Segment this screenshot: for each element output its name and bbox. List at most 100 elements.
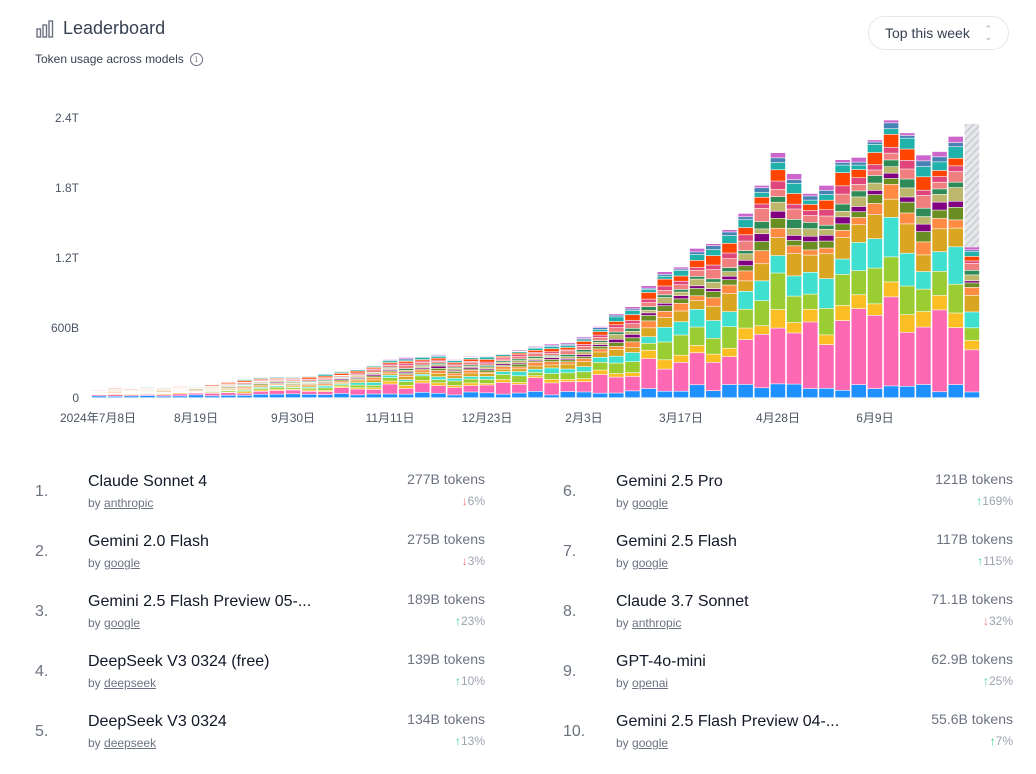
bar-week[interactable] bbox=[528, 346, 543, 398]
bar-segment bbox=[625, 331, 640, 335]
bar-segment bbox=[512, 393, 527, 398]
bar-week[interactable] bbox=[366, 365, 382, 398]
bar-week[interactable] bbox=[204, 385, 220, 398]
period-select[interactable]: Top this week ⌃ ⌄ bbox=[868, 16, 1009, 50]
leaderboard-row[interactable]: 1. Claude Sonnet 4 by anthropic 277B tokens… bbox=[35, 465, 485, 515]
leaderboard-row[interactable]: 5. DeepSeek V3 0324 by deepseek 134B tokens… bbox=[35, 705, 485, 755]
leaderboard-row[interactable]: 10. Gemini 2.5 Flash Preview 04-... by goo… bbox=[563, 705, 1013, 755]
leaderboard-row[interactable]: 6. Gemini 2.5 Pro by google 121B tokens ↑169… bbox=[563, 465, 1013, 515]
author-link[interactable]: anthropic bbox=[632, 616, 682, 630]
bar-week[interactable] bbox=[560, 343, 576, 398]
bar-week[interactable] bbox=[576, 337, 592, 398]
bar-week[interactable] bbox=[237, 378, 252, 398]
bar-segment bbox=[964, 312, 980, 328]
model-name-link[interactable]: Claude 3.7 Sonnet bbox=[616, 593, 749, 610]
bar-week[interactable] bbox=[253, 377, 268, 398]
bar-week[interactable] bbox=[706, 244, 721, 398]
bar-week[interactable] bbox=[107, 388, 123, 398]
model-name-link[interactable]: Gemini 2.5 Pro bbox=[616, 473, 723, 490]
leaderboard-row[interactable]: 4. DeepSeek V3 0324 (free) by deepseek 139B… bbox=[35, 645, 485, 695]
bar-week[interactable] bbox=[382, 359, 398, 398]
leaderboard-row[interactable]: 7. Gemini 2.5 Flash by google 117B tokens ↑1… bbox=[563, 525, 1013, 575]
bar-week[interactable] bbox=[544, 344, 559, 398]
bar-segment bbox=[528, 378, 543, 392]
author-link[interactable]: google bbox=[632, 496, 669, 510]
bar-week[interactable] bbox=[851, 157, 867, 398]
bar-week[interactable] bbox=[641, 286, 656, 398]
model-name-link[interactable]: Gemini 2.5 Flash Preview 04-... bbox=[616, 713, 840, 730]
bar-week[interactable] bbox=[140, 387, 155, 398]
bar-week[interactable] bbox=[867, 140, 883, 398]
bar-week[interactable] bbox=[819, 185, 834, 398]
bar-week[interactable] bbox=[91, 390, 107, 398]
bar-week[interactable] bbox=[689, 248, 705, 398]
author-link[interactable]: google bbox=[632, 736, 669, 750]
leaderboard-row[interactable]: 8. Claude 3.7 Sonnet by anthropic 71.1B tok… bbox=[563, 585, 1013, 635]
bar-week[interactable] bbox=[156, 388, 172, 398]
bar-segment bbox=[592, 352, 608, 357]
bar-segment bbox=[948, 142, 964, 147]
bar-week[interactable] bbox=[334, 371, 349, 398]
author-link[interactable]: deepseek bbox=[104, 676, 157, 690]
bar-week[interactable] bbox=[625, 307, 640, 398]
bar-week[interactable] bbox=[964, 123, 980, 398]
model-name-link[interactable]: Gemini 2.5 Flash Preview 05-... bbox=[88, 593, 312, 610]
bar-week[interactable] bbox=[269, 377, 285, 398]
bar-week[interactable] bbox=[899, 133, 915, 398]
bar-week[interactable] bbox=[803, 193, 818, 398]
bar-week[interactable] bbox=[786, 174, 802, 398]
bar-week[interactable] bbox=[188, 385, 204, 398]
bar-week[interactable] bbox=[350, 368, 365, 398]
model-name-link[interactable]: DeepSeek V3 0324 (free) bbox=[88, 653, 270, 670]
author-link[interactable]: google bbox=[104, 556, 141, 570]
bar-segment bbox=[689, 267, 705, 270]
bar-week[interactable] bbox=[948, 136, 964, 398]
bar-week[interactable] bbox=[172, 386, 188, 398]
author-link[interactable]: anthropic bbox=[104, 496, 154, 510]
bar-week[interactable] bbox=[916, 155, 931, 398]
bar-week[interactable] bbox=[673, 267, 689, 398]
author-link[interactable]: google bbox=[632, 556, 669, 570]
info-icon[interactable]: i bbox=[189, 52, 203, 66]
bar-week[interactable] bbox=[770, 153, 786, 398]
bar-week[interactable] bbox=[221, 382, 236, 398]
bar-week[interactable] bbox=[431, 354, 446, 398]
bar-week[interactable] bbox=[318, 374, 333, 398]
model-name-link[interactable]: DeepSeek V3 0324 bbox=[88, 713, 227, 730]
leaderboard-row[interactable]: 2. Gemini 2.0 Flash by google 275B tokens ↓3… bbox=[35, 525, 485, 575]
bar-week[interactable] bbox=[301, 376, 317, 398]
leaderboard-row[interactable]: 9. GPT-4o-mini by openai 62.9B tokens ↑25% bbox=[563, 645, 1013, 695]
bar-week[interactable] bbox=[609, 314, 624, 398]
model-name-link[interactable]: Gemini 2.5 Flash bbox=[616, 533, 737, 550]
bar-segment bbox=[285, 385, 301, 387]
bar-week[interactable] bbox=[398, 357, 414, 398]
author-link[interactable]: google bbox=[104, 616, 141, 630]
bar-week[interactable] bbox=[738, 213, 753, 398]
bar-week[interactable] bbox=[415, 357, 430, 398]
bar-segment bbox=[447, 367, 462, 369]
model-name-link[interactable]: Gemini 2.0 Flash bbox=[88, 533, 209, 550]
bar-week[interactable] bbox=[657, 272, 673, 398]
bar-segment bbox=[592, 344, 608, 347]
model-name-link[interactable]: Claude Sonnet 4 bbox=[88, 473, 208, 490]
change-badge: ↑23% bbox=[455, 614, 485, 628]
bar-week[interactable] bbox=[479, 356, 495, 398]
author-link[interactable]: deepseek bbox=[104, 736, 157, 750]
model-name-link[interactable]: GPT-4o-mini bbox=[616, 653, 706, 670]
bar-week[interactable] bbox=[447, 359, 462, 398]
bar-week[interactable] bbox=[463, 356, 479, 398]
bar-week[interactable] bbox=[932, 151, 947, 398]
author-link[interactable]: openai bbox=[632, 676, 669, 690]
bar-week[interactable] bbox=[124, 389, 139, 398]
leaderboard-row[interactable]: 3. Gemini 2.5 Flash Preview 05-... by goog… bbox=[35, 585, 485, 635]
bar-segment bbox=[592, 335, 608, 338]
bar-week[interactable] bbox=[754, 185, 770, 398]
bar-week[interactable] bbox=[495, 354, 511, 398]
bar-week[interactable] bbox=[512, 350, 527, 398]
bar-week[interactable] bbox=[592, 326, 608, 398]
bar-week[interactable] bbox=[285, 376, 301, 398]
bar-week[interactable] bbox=[835, 160, 850, 398]
bar-segment bbox=[641, 321, 656, 328]
bar-week[interactable] bbox=[722, 230, 737, 398]
bar-week[interactable] bbox=[883, 120, 899, 398]
